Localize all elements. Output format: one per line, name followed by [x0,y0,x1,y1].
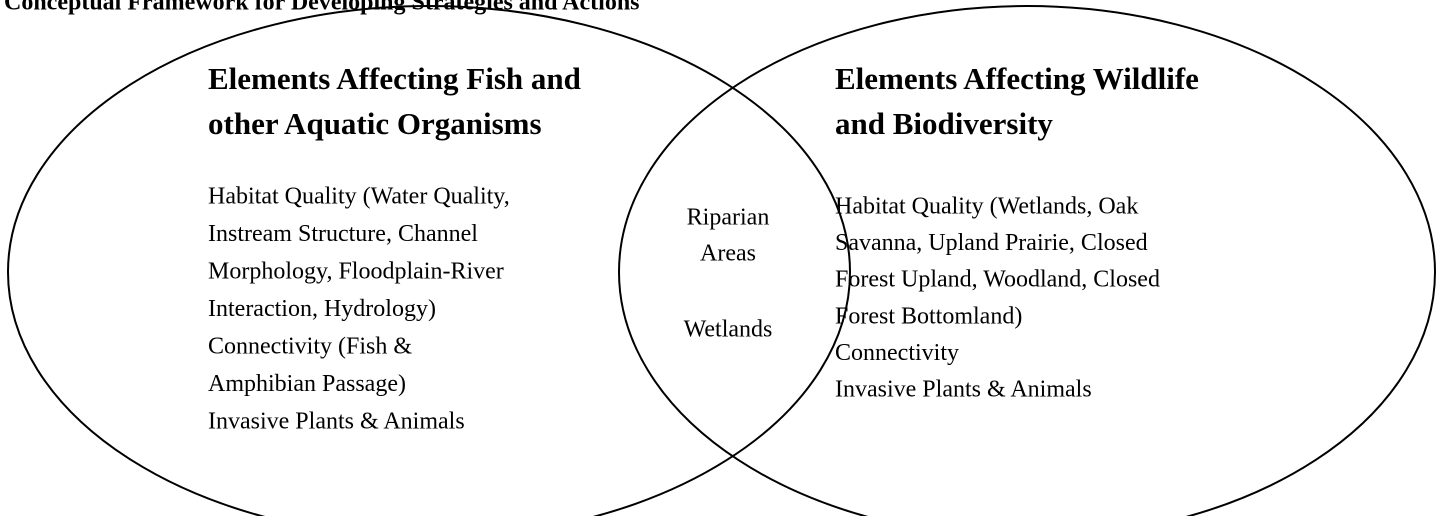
diagram-title: Conceptual Framework for Developing Stra… [4,0,640,16]
center-item: Wetlands [684,317,773,343]
left-body-line: Invasive Plants & Animals [208,409,465,435]
right-body-line: Invasive Plants & Animals [835,377,1092,403]
center-item: Areas [700,241,756,267]
right-body-line: Savanna, Upland Prairie, Closed [835,230,1148,256]
right-heading: and Biodiversity [835,106,1053,141]
right-body-line: Connectivity [835,340,959,366]
right-ellipse [618,5,1436,516]
left-body-line: Amphibian Passage) [208,371,406,397]
left-ellipse [7,5,851,516]
right-body-line: Forest Upland, Woodland, Closed [835,267,1160,293]
left-heading: other Aquatic Organisms [208,106,542,141]
left-body-line: Interaction, Hydrology) [208,296,436,322]
left-heading: Elements Affecting Fish and [208,61,581,96]
left-body-line: Instream Structure, Channel [208,221,478,247]
right-body-line: Habitat Quality (Wetlands, Oak [835,194,1138,220]
left-body-line: Connectivity (Fish & [208,334,412,360]
left-body-line: Morphology, Floodplain-River [208,259,504,285]
left-body-line: Habitat Quality (Water Quality, [208,184,510,210]
right-heading: Elements Affecting Wildlife [835,61,1199,96]
right-body-line: Forest Bottomland) [835,303,1022,329]
center-item: Riparian [687,205,770,231]
